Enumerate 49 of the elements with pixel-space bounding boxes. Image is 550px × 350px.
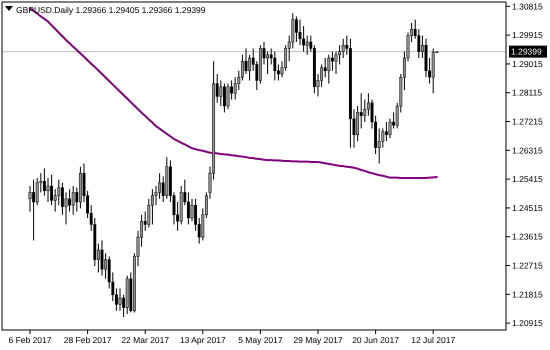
candlestick <box>226 83 230 110</box>
candlestick <box>244 48 248 74</box>
candlestick <box>219 80 222 106</box>
y-tick-label: 1.21815 <box>512 289 543 300</box>
candlestick <box>330 51 334 72</box>
candlestick <box>32 179 36 241</box>
y-tick-label: 1.23615 <box>512 232 543 242</box>
candlestick <box>57 179 60 206</box>
y-tick-label: 1.30815 <box>512 1 543 12</box>
candlestick <box>72 186 75 216</box>
candlestick <box>291 12 294 49</box>
y-tick-label: 1.29015 <box>512 58 543 69</box>
y-tick-label: 1.28115 <box>512 88 542 98</box>
candlestick <box>273 51 276 81</box>
candlestick <box>54 188 57 212</box>
x-tick-label: 5 May 2017 <box>238 335 283 345</box>
candlestick <box>306 35 309 56</box>
y-tick-label: 1.20915 <box>512 318 543 328</box>
y-tick-label: 1.24515 <box>512 202 543 213</box>
candlestick <box>118 288 122 312</box>
candlestick <box>222 83 226 113</box>
candlestick <box>384 122 388 142</box>
x-tick-label: 13 Apr 2017 <box>180 335 226 345</box>
y-tick-label: 1.29915 <box>512 30 543 40</box>
y-tick-label: 1.25415 <box>512 174 543 184</box>
candlestick <box>28 186 32 212</box>
candlestick <box>68 188 72 212</box>
candlestick <box>100 240 104 276</box>
candlestick <box>64 192 68 225</box>
candlestick <box>324 58 327 78</box>
ref-line-label: 1.29399 <box>511 46 542 57</box>
y-tick-label: 1.26315 <box>512 145 543 156</box>
y-tick-label: 1.27215 <box>512 116 543 127</box>
candlestick <box>327 54 330 84</box>
candlestick <box>150 188 154 225</box>
candlestick <box>294 16 298 42</box>
x-tick-label: 12 Jul 2017 <box>411 335 456 345</box>
candlestick <box>104 252 108 280</box>
candlestick <box>417 28 420 58</box>
candlestick <box>190 198 194 222</box>
x-tick-label: 20 Jun 2017 <box>352 335 400 345</box>
x-tick-label: 28 Feb 2017 <box>64 335 112 345</box>
x-tick-label: 22 Mar 2017 <box>121 335 170 345</box>
x-tick-label: 29 May 2017 <box>293 335 343 345</box>
candlestick <box>46 178 50 202</box>
y-tick-label: 1.22715 <box>512 260 543 271</box>
x-tick-label: 6 Feb 2017 <box>8 335 52 345</box>
candlestick <box>266 51 270 74</box>
candlestick <box>234 76 237 100</box>
